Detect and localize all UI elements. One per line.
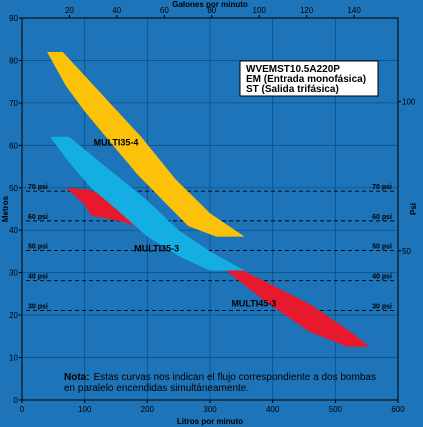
y-left-tick-label-1: 10 [9, 354, 18, 363]
y-right-tick-label-0: 50 [402, 247, 411, 256]
axis-ticks: 0 100 200 300 400 500 600 20 40 60 80 100 120 140 0 10 2… [9, 6, 416, 414]
pressure-label-right-2: 50 psi [372, 244, 392, 251]
x-top-tick-label-1: 40 [112, 6, 121, 15]
x-top-tick-label-2: 60 [160, 6, 169, 15]
y-left-tick-label-8: 80 [9, 56, 18, 65]
note: Nota: Estas curvas nos indican el flujo c… [64, 372, 376, 394]
pressure-label-right-1: 60 psi [372, 214, 392, 221]
x-bottom-tick-label-2: 200 [141, 405, 155, 414]
x-bottom-tick-label-0: 0 [20, 405, 25, 414]
curve-label-multi35-4: MULTI35-4 [94, 137, 139, 147]
legend-model: WVEMST10.5A220P [246, 64, 340, 75]
x-bottom-tick-label-3: 300 [203, 405, 217, 414]
x-top-tick-label-0: 20 [65, 6, 74, 15]
y-left-tick-label-9: 90 [9, 14, 18, 23]
pressure-label-right-0: 70 psi [372, 184, 392, 191]
pressure-label-right-4: 30 psi [372, 303, 392, 310]
y-left-tick-label-0: 0 [14, 396, 19, 405]
note-line-2: en paralelo encendidas simultáneamente. [64, 383, 249, 394]
y-left-tick-label-4: 40 [9, 226, 18, 235]
note-text-1: Estas curvas nos indican el flujo corres… [94, 372, 376, 383]
pressure-label-left-2: 50 psi [28, 244, 48, 251]
y-left-tick-label-7: 70 [9, 99, 18, 108]
x-bottom-tick-label-4: 400 [266, 405, 280, 414]
legend-box [239, 60, 379, 97]
x-bottom-tick-label-1: 100 [78, 405, 92, 414]
legend: WVEMST10.5A220P EM (Entrada monofásica) … [239, 60, 379, 97]
curve-label-multi35-3: MULTI35-3 [134, 243, 179, 253]
x-axis-top-title: Galones por minuto [172, 0, 248, 9]
y-left-tick-label-6: 60 [9, 141, 18, 150]
y-left-tick-label-3: 30 [9, 269, 18, 278]
curve-multi35-4 [47, 52, 245, 237]
y-axis-right-title: Psi [409, 203, 418, 215]
x-bottom-tick-label-5: 500 [329, 405, 343, 414]
pressure-label-left-1: 60 psi [28, 214, 48, 221]
note-line-1: Nota: Estas curvas nos indican el flujo c… [64, 372, 376, 383]
y-axis-left-title: Metros [1, 195, 10, 222]
pressure-label-right-3: 40 psi [372, 274, 392, 281]
curve-label-multi45-3: MULTI45-3 [231, 299, 276, 309]
pressure-label-left-0: 70 psi [28, 184, 48, 191]
y-left-tick-label-5: 50 [9, 184, 18, 193]
x-top-tick-label-6: 140 [347, 6, 361, 15]
curve-multi35-3 [50, 136, 245, 271]
pressure-label-left-4: 30 psi [28, 303, 48, 310]
legend-output: ST (Salida trifásica) [246, 84, 339, 95]
x-bottom-tick-label-6: 600 [391, 405, 405, 414]
x-axis-bottom-title: Litros por minuto [177, 417, 243, 426]
curves: MULTI45-3 MULTI35-3 MULTI35-4 [47, 52, 370, 347]
pressure-label-left-3: 40 psi [28, 274, 48, 281]
y-right-tick-label-1: 100 [402, 98, 416, 107]
x-top-tick-label-4: 100 [253, 6, 267, 15]
y-left-tick-label-2: 20 [9, 311, 18, 320]
x-top-tick-label-3: 80 [207, 6, 216, 15]
legend-input: EM (Entrada monofásica) [246, 74, 366, 85]
x-top-tick-label-5: 120 [300, 6, 314, 15]
note-label: Nota: [64, 372, 90, 383]
